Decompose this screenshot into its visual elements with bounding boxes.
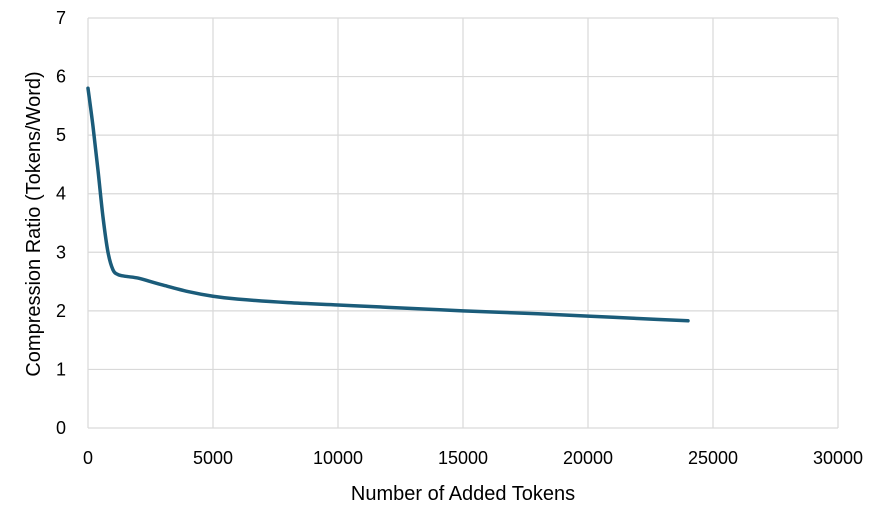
y-tick-label: 3 [56,242,66,262]
y-tick-label: 1 [56,359,66,379]
x-tick-label: 10000 [313,448,363,468]
x-tick-label: 15000 [438,448,488,468]
x-tick-label: 25000 [688,448,738,468]
y-tick-label: 7 [56,8,66,28]
y-tick-label: 6 [56,67,66,87]
series-layer [86,86,690,323]
y-axis-label: Compression Ratio (Tokens/Word) [23,71,45,376]
series-line-0 [86,86,690,323]
x-tick-label: 20000 [563,448,613,468]
tick-labels: 0 5000 10000 15000 20000 25000 30000 0 1 2 3 4 5 6 7 [56,8,863,468]
y-tick-label: 2 [56,301,66,321]
x-tick-label: 0 [83,448,93,468]
x-axis-label: Number of Added Tokens [351,483,575,505]
y-tick-label: 4 [56,184,66,204]
y-tick-label: 0 [56,418,66,438]
x-tick-label: 5000 [193,448,233,468]
gridlines [87,17,839,429]
y-tick-label: 5 [56,125,66,145]
x-tick-label: 30000 [813,448,863,468]
